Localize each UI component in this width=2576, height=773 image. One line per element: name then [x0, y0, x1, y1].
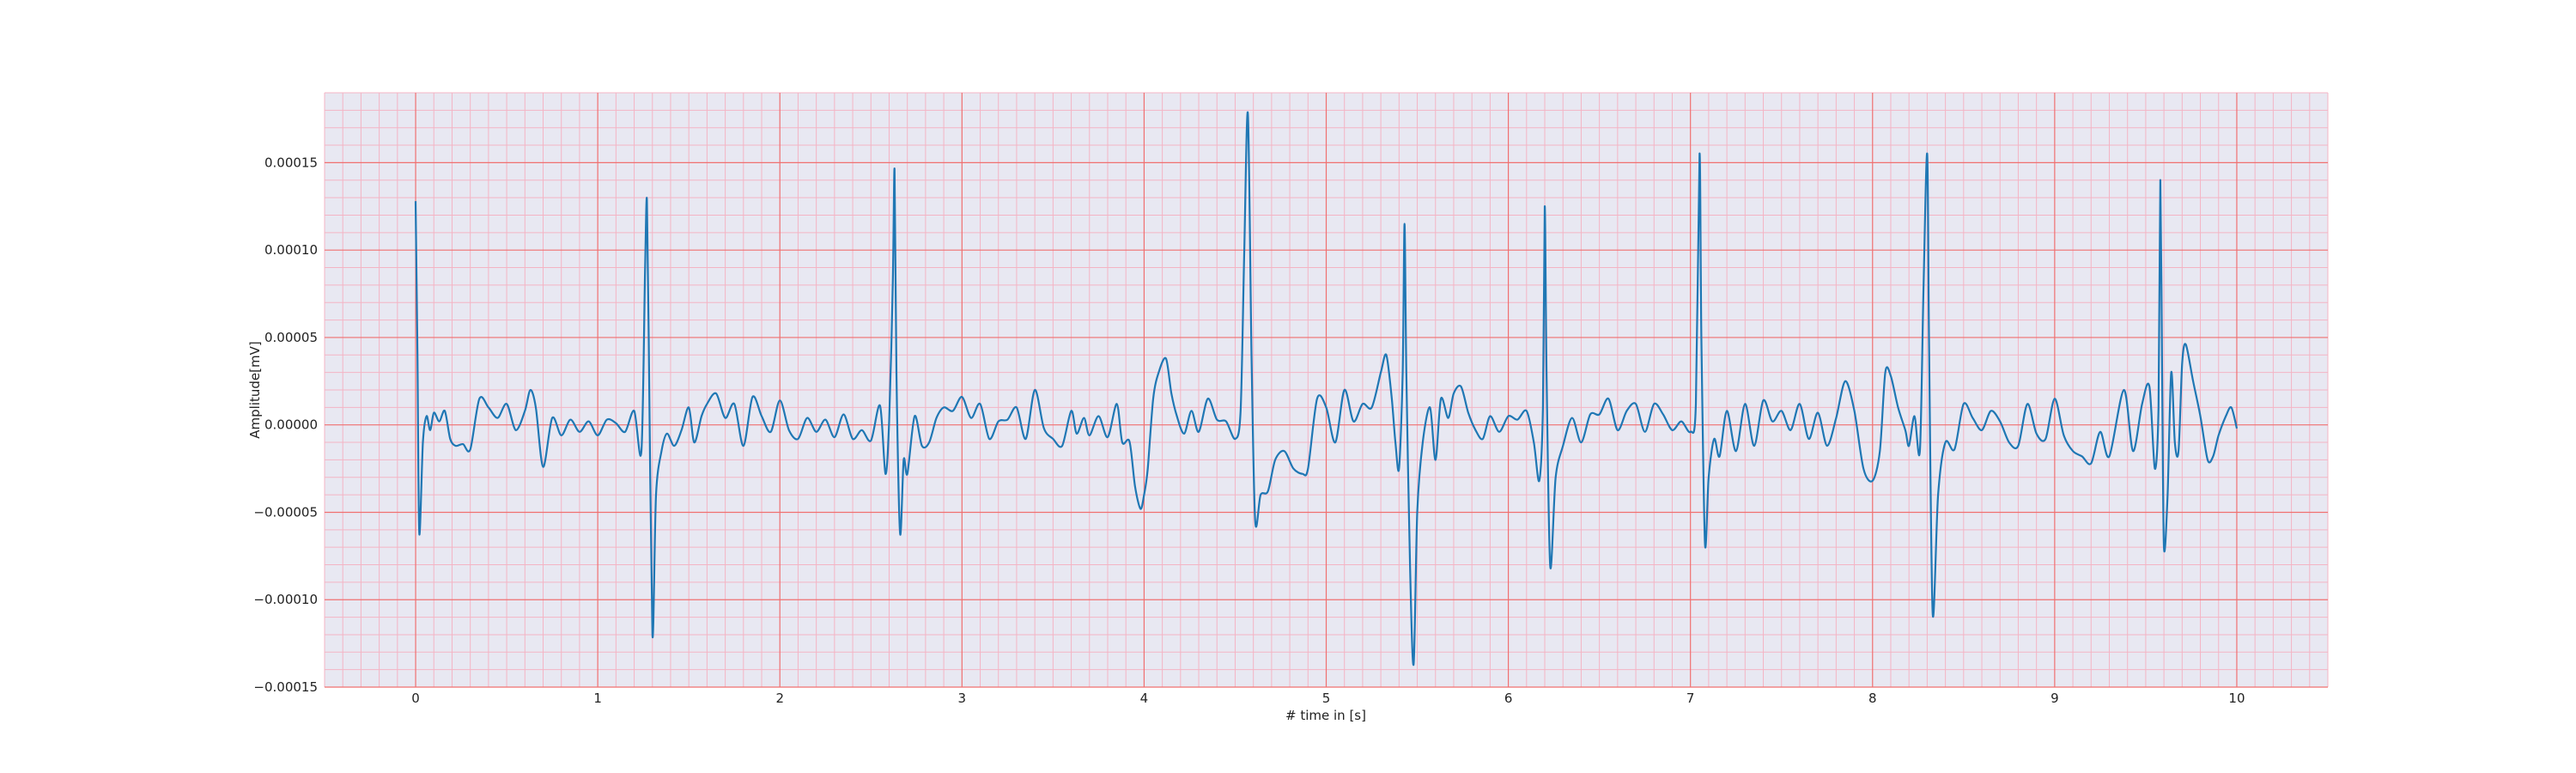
y-tick-label: 0.00005 — [264, 330, 318, 345]
x-tick-label: 6 — [1504, 691, 1513, 706]
x-tick-label: 10 — [2228, 691, 2245, 706]
y-axis-tick-labels: −0.00015 −0.00010 −0.00005 0.00000 0.00005 0.… — [253, 155, 318, 695]
y-tick-label: 0.00015 — [264, 155, 318, 170]
x-tick-label: 8 — [1868, 691, 1877, 706]
x-axis-tick-labels: 0 1 2 3 4 5 6 7 8 9 10 — [411, 691, 2245, 706]
x-tick-label: 9 — [2050, 691, 2059, 706]
y-tick-label: 0.00000 — [264, 417, 318, 433]
x-tick-label: 7 — [1686, 691, 1695, 706]
x-tick-label: 5 — [1322, 691, 1331, 706]
x-tick-label: 0 — [411, 691, 420, 706]
y-axis-label: Amplitude[mV] — [247, 341, 263, 438]
y-tick-label: −0.00005 — [253, 504, 318, 520]
y-tick-label: −0.00015 — [253, 679, 318, 695]
x-tick-label: 4 — [1140, 691, 1149, 706]
x-tick-label: 1 — [593, 691, 602, 706]
x-tick-label: 2 — [775, 691, 784, 706]
x-tick-label: 3 — [958, 691, 967, 706]
major-grid — [325, 93, 2328, 688]
y-tick-label: 0.00010 — [264, 242, 318, 258]
x-axis-label: # time in [s] — [1285, 708, 1366, 723]
signal-series-line — [414, 111, 2239, 666]
y-tick-label: −0.00010 — [253, 592, 318, 607]
